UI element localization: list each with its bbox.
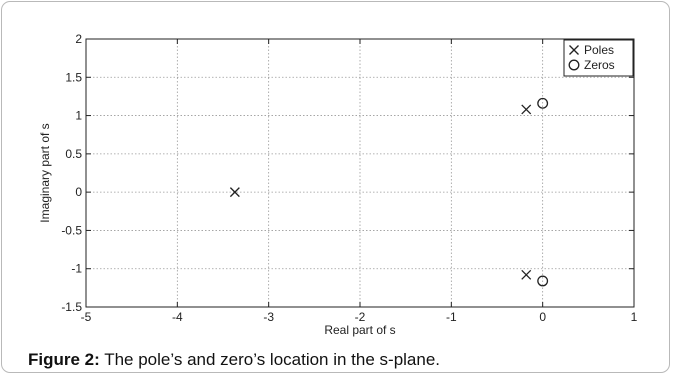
legend-label: Zeros [584,58,615,72]
figure-caption: Figure 2: The pole’s and zero’s location… [28,350,440,370]
x-tick-label: 0 [539,310,546,324]
x-tick-label: -2 [355,310,366,324]
legend-pole-marker [569,45,579,55]
axes-box [85,38,635,308]
y-tick-label: 1 [75,109,82,123]
y-tick-label: 0 [75,185,82,199]
y-axis-label: Imaginary part of s [38,123,52,222]
pole-marker [229,187,240,198]
y-tick-label: -0.5 [61,223,82,237]
zero-marker [537,275,549,287]
zero-marker [537,97,549,109]
x-tick-label: -3 [263,310,274,324]
y-tick-label: 0.5 [65,147,82,161]
x-tick-label: -1 [446,310,457,324]
x-tick-label: 1 [631,310,638,324]
caption-text: The pole’s and zero’s location in the s-… [99,350,441,369]
pole-marker [521,269,532,280]
x-axis-label: Real part of s [324,323,395,337]
y-tick-label: 2 [75,32,82,46]
pole-zero-plot: -5 -4 -3 -2 -1 0 1 -1.5 -1 -0.5 0 0.5 1 1.5 2 Real part… [38,32,638,337]
y-tick-label: -1.5 [61,300,82,314]
legend-zero-marker [568,59,580,71]
x-tick-label: -4 [172,310,183,324]
y-tick-label: 1.5 [65,70,82,84]
legend-label: Poles [584,43,614,57]
caption-label: Figure 2: [28,350,100,369]
y-tick-label: -1 [71,262,82,276]
x-tick-label: -5 [81,310,92,324]
pole-marker [521,104,532,115]
